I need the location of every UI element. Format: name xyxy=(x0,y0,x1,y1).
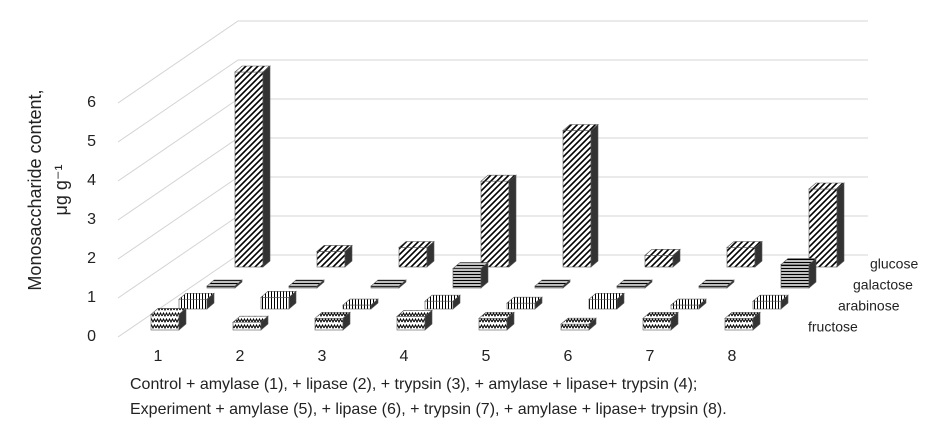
y-tick-label: 5 xyxy=(87,133,96,150)
bar xyxy=(178,292,215,310)
bar xyxy=(314,311,351,331)
bar xyxy=(644,248,681,268)
bar xyxy=(698,279,735,289)
y-tick-label: 2 xyxy=(87,250,96,267)
bar xyxy=(724,311,761,331)
bars: glucose galactose arabinose fructose 1 2 3 4 5 6 7… xyxy=(150,65,918,365)
x-tick-label: 8 xyxy=(728,348,737,365)
bar xyxy=(206,279,243,289)
x-tick-label: 2 xyxy=(236,348,245,365)
bar xyxy=(480,174,517,268)
x-tick-label: 7 xyxy=(646,348,655,365)
bar xyxy=(560,317,597,331)
y-tick-label: 4 xyxy=(87,172,96,189)
grid-line xyxy=(117,98,868,182)
bar xyxy=(534,279,571,289)
y-tick-label: 1 xyxy=(87,289,96,306)
bar xyxy=(234,65,271,268)
x-tick-label: 5 xyxy=(482,348,491,365)
grid-line xyxy=(117,59,868,143)
bar xyxy=(588,292,625,310)
bar xyxy=(370,279,407,289)
legend-label: galactose xyxy=(853,277,913,293)
bar xyxy=(506,296,543,310)
x-tick-label: 6 xyxy=(564,348,573,365)
bar xyxy=(288,279,325,289)
bar xyxy=(616,279,653,289)
x-tick-label: 1 xyxy=(154,348,163,365)
bar xyxy=(232,315,269,331)
bar xyxy=(398,240,435,268)
bar xyxy=(808,182,845,268)
bar xyxy=(780,257,817,289)
bar xyxy=(726,240,763,268)
bar xyxy=(150,307,187,331)
y-tick-label: 3 xyxy=(87,211,96,228)
grid-line xyxy=(117,20,868,104)
x-tick-label: 3 xyxy=(318,348,327,365)
bar xyxy=(752,294,789,310)
bar xyxy=(452,261,489,289)
y-tick-label: 0 xyxy=(87,328,96,345)
bar xyxy=(562,123,599,268)
y-axis-title: Monosaccharide content, xyxy=(25,89,45,290)
bar xyxy=(396,309,433,331)
legend-label: fructose xyxy=(808,319,858,335)
bar xyxy=(342,298,379,310)
bar xyxy=(260,290,297,310)
caption: Control + amylase (1), + lipase (2), + t… xyxy=(130,376,697,393)
y-tick-label: 6 xyxy=(87,94,96,111)
bar xyxy=(424,294,461,310)
bar xyxy=(642,311,679,331)
bar xyxy=(670,298,707,310)
bar xyxy=(316,244,353,268)
x-tick-label: 4 xyxy=(400,348,409,365)
y-axis-title: μg g⁻¹ xyxy=(51,165,71,216)
legend-label: glucose xyxy=(870,256,918,272)
legend-label: arabinose xyxy=(838,298,900,314)
bar xyxy=(478,311,515,331)
caption: Experiment + amylase (5), + lipase (6), … xyxy=(130,401,727,418)
